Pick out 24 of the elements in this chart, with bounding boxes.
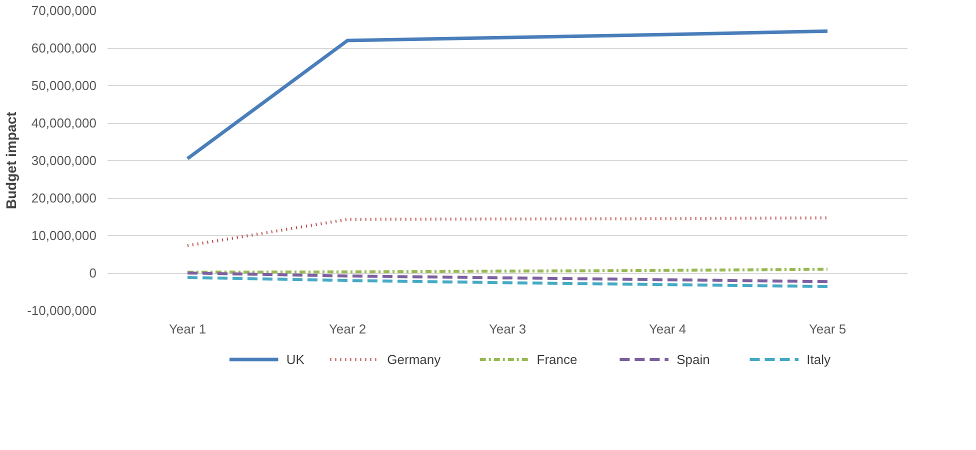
line-series — [186, 276, 829, 288]
y-tick-label: 60,000,000 — [31, 40, 97, 56]
line-series — [186, 29, 830, 160]
legend-label: Spain — [676, 352, 710, 367]
x-tick-label: Year 2 — [328, 322, 366, 336]
x-tick-label: Year 1 — [168, 322, 206, 336]
y-tick-label: -10,000,000 — [27, 303, 97, 318]
y-tick-label: 40,000,000 — [31, 116, 97, 130]
x-tick-label: Year 4 — [648, 322, 686, 336]
legend-label: UK — [286, 352, 305, 367]
legend-label: France — [536, 352, 578, 367]
legend-label: Italy — [806, 352, 832, 367]
line-series — [186, 272, 829, 284]
y-axis-title: Budget impact — [3, 112, 20, 210]
y-tick-label: 50,000,000 — [31, 78, 97, 93]
y-tick-label: 0 — [89, 266, 97, 280]
x-tick-label: Year 5 — [808, 322, 846, 336]
x-tick-label: Year 3 — [488, 322, 526, 336]
y-tick-label: 30,000,000 — [31, 153, 97, 168]
y-tick-label: 20,000,000 — [31, 190, 97, 206]
line-series — [186, 216, 829, 248]
y-tick-label: 10,000,000 — [31, 228, 97, 243]
y-tick-label: 70,000,000 — [31, 3, 97, 18]
legend-label: Germany — [387, 352, 442, 367]
